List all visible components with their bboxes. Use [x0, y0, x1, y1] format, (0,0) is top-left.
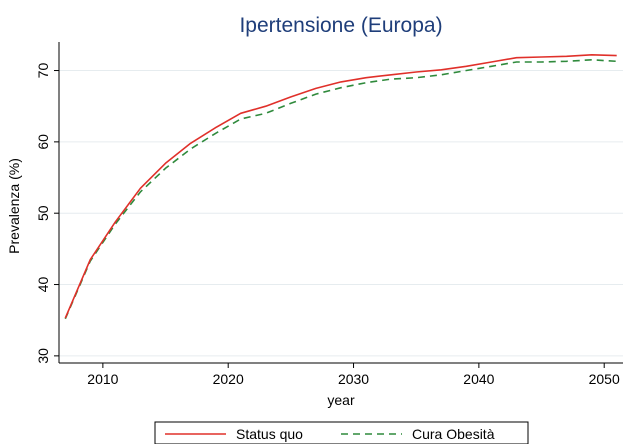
legend-label-status-quo: Status quo [236, 426, 303, 442]
y-tick-label: 70 [35, 63, 51, 79]
x-tick-label: 2010 [87, 371, 118, 387]
y-tick-label: 30 [35, 348, 51, 364]
x-tick-label: 2030 [338, 371, 369, 387]
x-tick-label: 2040 [463, 371, 494, 387]
x-tick-label: 2020 [213, 371, 244, 387]
chart-title: Ipertensione (Europa) [239, 14, 442, 37]
y-tick-label: 40 [35, 277, 51, 293]
x-tick-label: 2050 [589, 371, 620, 387]
y-tick-label: 60 [35, 134, 51, 150]
legend-label-cura-obesita: Cura Obesità [412, 426, 495, 442]
x-axis-label: year [327, 392, 355, 408]
y-tick-label: 50 [35, 205, 51, 221]
legend: Status quo Cura Obesità [155, 422, 528, 444]
y-axis-label: Prevalenza (%) [6, 158, 22, 254]
